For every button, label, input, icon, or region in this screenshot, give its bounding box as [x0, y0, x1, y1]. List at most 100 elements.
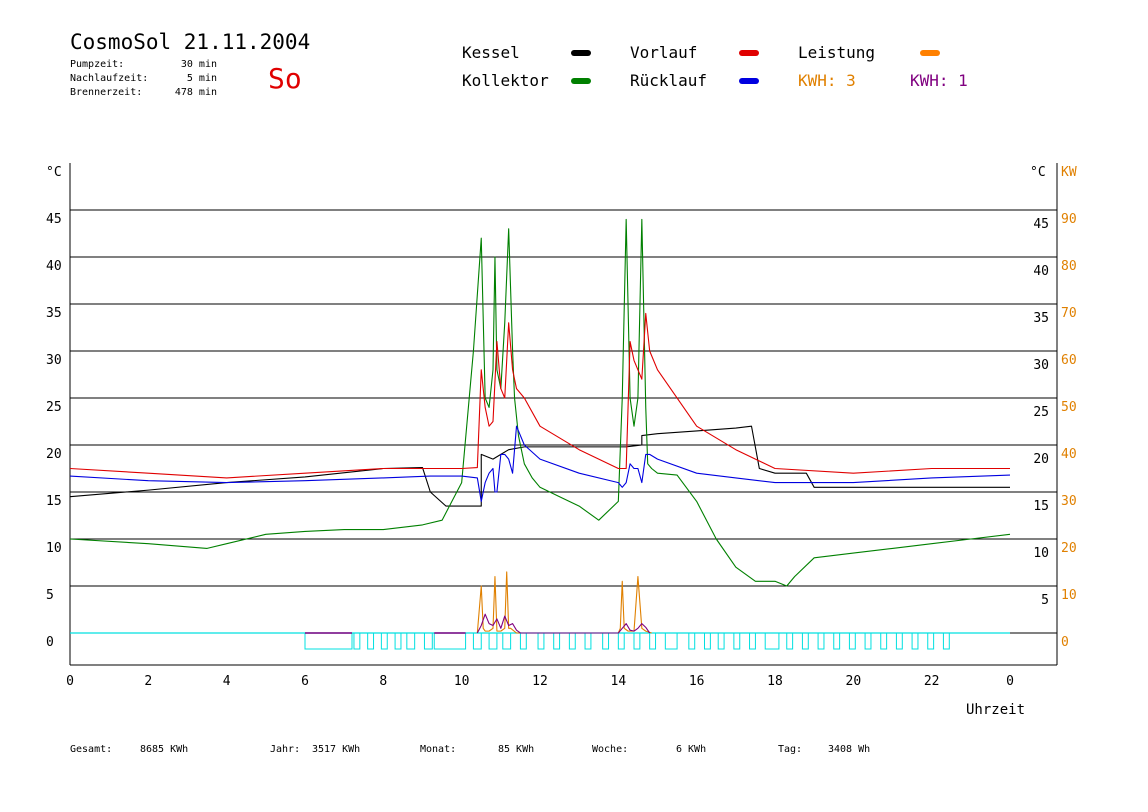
pump-interval: [717, 632, 725, 650]
x-tick-label: 8: [379, 674, 387, 689]
pump-interval: [864, 632, 872, 650]
pump-interval: [602, 632, 610, 650]
y-tick-label-right-kw: 50: [1061, 400, 1077, 415]
y-tick-label-right-c: 45: [1033, 217, 1049, 232]
pumpzeit-value: 30 min: [180, 59, 217, 70]
y-tick-label-left: 20: [46, 447, 62, 462]
pump-interval: [353, 632, 361, 650]
series-line-kwh-1: [476, 613, 651, 634]
y-tick-label-right-kw: 20: [1061, 541, 1077, 556]
y-tick-label-right-kw: 10: [1061, 588, 1077, 603]
pump-interval: [568, 632, 576, 650]
y-axis-unit-right-c: °C: [1030, 165, 1046, 180]
x-tick-label: 0: [1006, 674, 1014, 689]
total-tag-value: 3408 Wh: [828, 744, 871, 755]
y-tick-label-right-c: 30: [1033, 358, 1049, 373]
y-tick-label-right-kw: 70: [1061, 306, 1077, 321]
pump-interval: [617, 632, 625, 650]
pump-interval: [880, 632, 888, 650]
pump-interval: [502, 632, 512, 650]
pump-interval: [817, 632, 825, 650]
y-tick-label-right-kw: 40: [1061, 447, 1077, 462]
y-tick-label-left: 40: [46, 259, 62, 274]
total-gesamt-value: 8685 KWh: [140, 744, 189, 755]
pump-interval: [749, 632, 756, 650]
pump-interval: [942, 632, 950, 650]
y-tick-label-left: 25: [46, 400, 62, 415]
pump-interval: [380, 632, 388, 650]
total-jahr-label: Jahr:: [270, 744, 301, 755]
y-tick-label-right-kw: 60: [1061, 353, 1077, 368]
legend-swatch-leistung: [920, 50, 940, 56]
x-tick-label: 12: [532, 674, 548, 689]
y-tick-label-right-kw: 30: [1061, 494, 1077, 509]
x-tick-label: 20: [846, 674, 862, 689]
pump-interval: [764, 632, 780, 650]
total-monat-label: Monat:: [420, 744, 457, 755]
day-abbreviation: So: [268, 62, 302, 95]
x-tick-label: 16: [689, 674, 705, 689]
total-jahr-value: 3517 KWh: [312, 744, 361, 755]
pump-interval: [911, 632, 919, 650]
total-monat-value: 85 KWh: [498, 744, 535, 755]
nachlaufzeit-label: Nachlaufzeit:: [70, 73, 149, 84]
y-tick-label-right-c: 20: [1033, 452, 1049, 467]
legend-label-vorlauf: Vorlauf: [630, 43, 698, 62]
x-axis-label: Uhrzeit: [966, 702, 1026, 718]
pump-interval: [895, 632, 903, 650]
pump-interval: [304, 632, 353, 650]
y-tick-label-right-c: 15: [1033, 499, 1049, 514]
pump-interval: [584, 632, 592, 650]
pump-interval: [833, 632, 841, 650]
page-title: CosmoSol 21.11.2004: [70, 30, 311, 54]
pump-interval: [801, 632, 809, 650]
x-tick-label: 2: [144, 674, 152, 689]
x-tick-label: 18: [767, 674, 783, 689]
y-tick-label-right-c: 10: [1033, 546, 1049, 561]
x-tick-label: 14: [611, 674, 627, 689]
x-tick-label: 22: [924, 674, 940, 689]
y-axis-unit-right-kw: KW: [1061, 165, 1077, 180]
legend-swatch-kessel: [571, 50, 591, 56]
legend-label-kessel: Kessel: [462, 43, 520, 62]
x-tick-label: 6: [301, 674, 309, 689]
y-tick-label-left: 15: [46, 494, 62, 509]
series-line-kessel: [69, 425, 1010, 507]
pump-interval: [704, 632, 711, 650]
y-tick-label-left: 5: [46, 588, 54, 603]
total-woche-label: Woche:: [592, 744, 629, 755]
pump-interval: [519, 632, 527, 650]
total-woche-value: 6 KWh: [676, 744, 707, 755]
nachlaufzeit-value: 5 min: [186, 73, 217, 84]
x-tick-label: 4: [223, 674, 231, 689]
x-tick-label: 0: [66, 674, 74, 689]
pump-interval: [423, 632, 433, 650]
pumpzeit-label: Pumpzeit:: [70, 59, 125, 70]
y-tick-label-left: 30: [46, 353, 62, 368]
y-axis-unit-left: °C: [46, 165, 62, 180]
pump-interval: [848, 632, 856, 650]
pump-interval: [927, 632, 935, 650]
y-tick-label-right-kw: 0: [1061, 635, 1069, 650]
legend-label-leistung: Leistung: [798, 43, 876, 62]
pump-interval: [786, 632, 794, 650]
total-tag-label: Tag:: [778, 744, 803, 755]
pump-interval: [664, 632, 678, 650]
pump-interval: [688, 632, 696, 650]
legend-swatch-kollektor: [571, 78, 591, 84]
total-gesamt-label: Gesamt:: [70, 744, 113, 755]
series-line-leistung: [476, 571, 652, 634]
brennerzeit-label: Brennerzeit:: [70, 87, 143, 98]
legend-swatch-ruecklauf: [739, 78, 759, 84]
y-tick-label-left: 45: [46, 212, 62, 227]
y-tick-label-right-c: 35: [1033, 311, 1049, 326]
pump-interval: [488, 632, 498, 650]
kwh-purple: KWH: 1: [910, 71, 968, 90]
pump-interval: [649, 632, 657, 650]
pump-interval: [367, 632, 375, 650]
pump-interval: [733, 632, 741, 650]
brennerzeit-value: 478 min: [174, 87, 217, 98]
pump-interval: [553, 632, 561, 650]
series-line-vorlauf: [69, 312, 1010, 479]
series-line-kollektor: [69, 218, 1011, 587]
